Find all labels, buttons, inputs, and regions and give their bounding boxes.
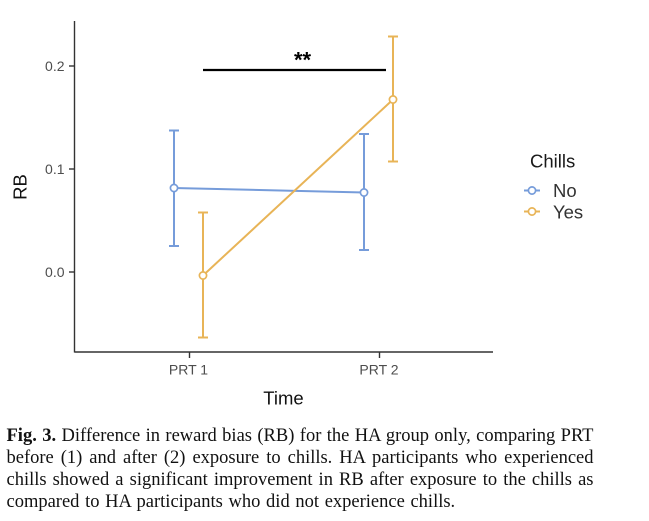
svg-text:PRT 2: PRT 2 bbox=[359, 362, 398, 378]
svg-text:PRT 1: PRT 1 bbox=[169, 362, 208, 378]
svg-text:Chills: Chills bbox=[530, 151, 575, 172]
svg-text:RB: RB bbox=[10, 174, 31, 200]
svg-text:Time: Time bbox=[263, 388, 303, 409]
svg-text:**: ** bbox=[294, 47, 312, 72]
svg-text:Yes: Yes bbox=[553, 202, 583, 223]
svg-text:0.1: 0.1 bbox=[45, 161, 65, 177]
svg-text:0.2: 0.2 bbox=[45, 58, 65, 74]
svg-text:0.0: 0.0 bbox=[45, 264, 65, 280]
svg-text:No: No bbox=[553, 180, 577, 201]
